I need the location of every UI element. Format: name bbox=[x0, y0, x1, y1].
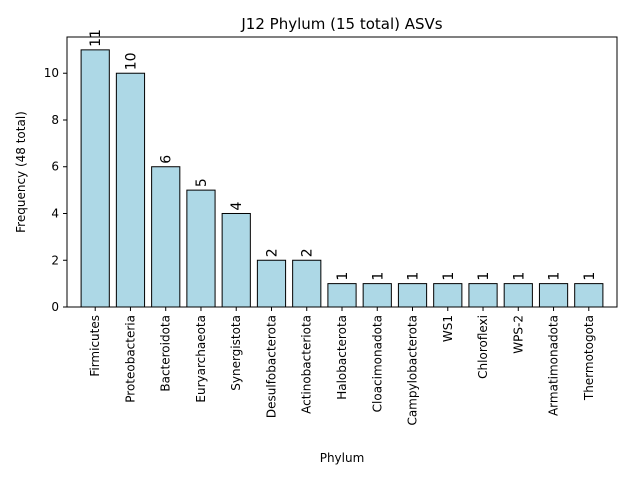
x-tick-label: Armatimonadota bbox=[547, 315, 561, 416]
chart-title: J12 Phylum (15 total) ASVs bbox=[240, 15, 442, 33]
data-label: 10 bbox=[123, 52, 139, 70]
bar-halobacterota bbox=[327, 283, 357, 308]
x-tick-label: Thermotogota bbox=[582, 315, 596, 401]
data-label: 1 bbox=[441, 272, 457, 281]
bar-ws1 bbox=[433, 283, 463, 308]
y-tick-label: 0 bbox=[51, 300, 59, 314]
data-label: 6 bbox=[159, 155, 175, 164]
bar-desulfobacterota bbox=[256, 259, 287, 308]
x-tick-label: Chloroflexi bbox=[476, 315, 490, 379]
y-tick-label: 6 bbox=[51, 160, 59, 174]
bars-layer bbox=[80, 49, 604, 308]
data-label: 1 bbox=[476, 272, 492, 281]
data-label: 1 bbox=[547, 272, 563, 281]
bar-firmicutes bbox=[80, 49, 110, 308]
x-tick-label: Euryarchaeota bbox=[194, 315, 208, 403]
y-tick-label: 2 bbox=[51, 253, 59, 267]
data-label: 4 bbox=[229, 201, 245, 210]
bar-armatimonadota bbox=[538, 283, 569, 308]
bar-synergistota bbox=[221, 212, 251, 308]
y-tick-label: 4 bbox=[51, 206, 59, 220]
x-tick-label: Bacteroidota bbox=[159, 315, 173, 392]
x-tick-label: Desulfobacterota bbox=[264, 315, 278, 418]
x-tick-label: Cloacimonadota bbox=[370, 315, 384, 412]
data-label: 1 bbox=[370, 272, 386, 281]
data-label: 11 bbox=[88, 29, 104, 47]
x-tick-label: Halobacterota bbox=[335, 315, 349, 400]
data-label: 2 bbox=[264, 248, 280, 257]
data-label: 5 bbox=[194, 178, 210, 187]
y-tick-label: 8 bbox=[51, 113, 59, 127]
y-tick-label: 10 bbox=[44, 66, 59, 80]
y-axis-label: Frequency (48 total) bbox=[14, 111, 28, 233]
bar-chloroflexi bbox=[468, 283, 498, 308]
x-tick-label: WPS-2 bbox=[511, 315, 525, 354]
axes-layer: Firmicutes Proteobacteria Bacteroidota Eury… bbox=[44, 36, 618, 426]
data-label: 1 bbox=[335, 272, 351, 281]
data-label: 1 bbox=[582, 272, 598, 281]
bar-euryarchaeota bbox=[186, 189, 216, 308]
x-tick-label: WS1 bbox=[441, 315, 455, 342]
x-tick-label: Proteobacteria bbox=[123, 315, 137, 403]
data-label: 2 bbox=[300, 248, 316, 257]
bar-proteobacteria bbox=[115, 72, 146, 308]
bar-cloacimonadota bbox=[362, 283, 392, 308]
bar-bacteroidota bbox=[151, 166, 181, 308]
x-tick-label: Synergistota bbox=[229, 315, 243, 391]
x-axis-label: Phylum bbox=[320, 451, 365, 465]
data-label: 1 bbox=[511, 272, 527, 281]
bar-wps-2 bbox=[503, 283, 533, 308]
data-label: 1 bbox=[406, 272, 422, 281]
plot-frame bbox=[66, 36, 618, 308]
x-tick-label: Actinobacteriota bbox=[300, 315, 314, 414]
bar-thermotogota bbox=[574, 283, 604, 308]
x-tick-label: Campylobacterota bbox=[406, 315, 420, 426]
bar-campylobacterota bbox=[397, 283, 428, 308]
x-tick-label: Firmicutes bbox=[88, 315, 102, 377]
bar-actinobacteriota bbox=[292, 259, 322, 308]
